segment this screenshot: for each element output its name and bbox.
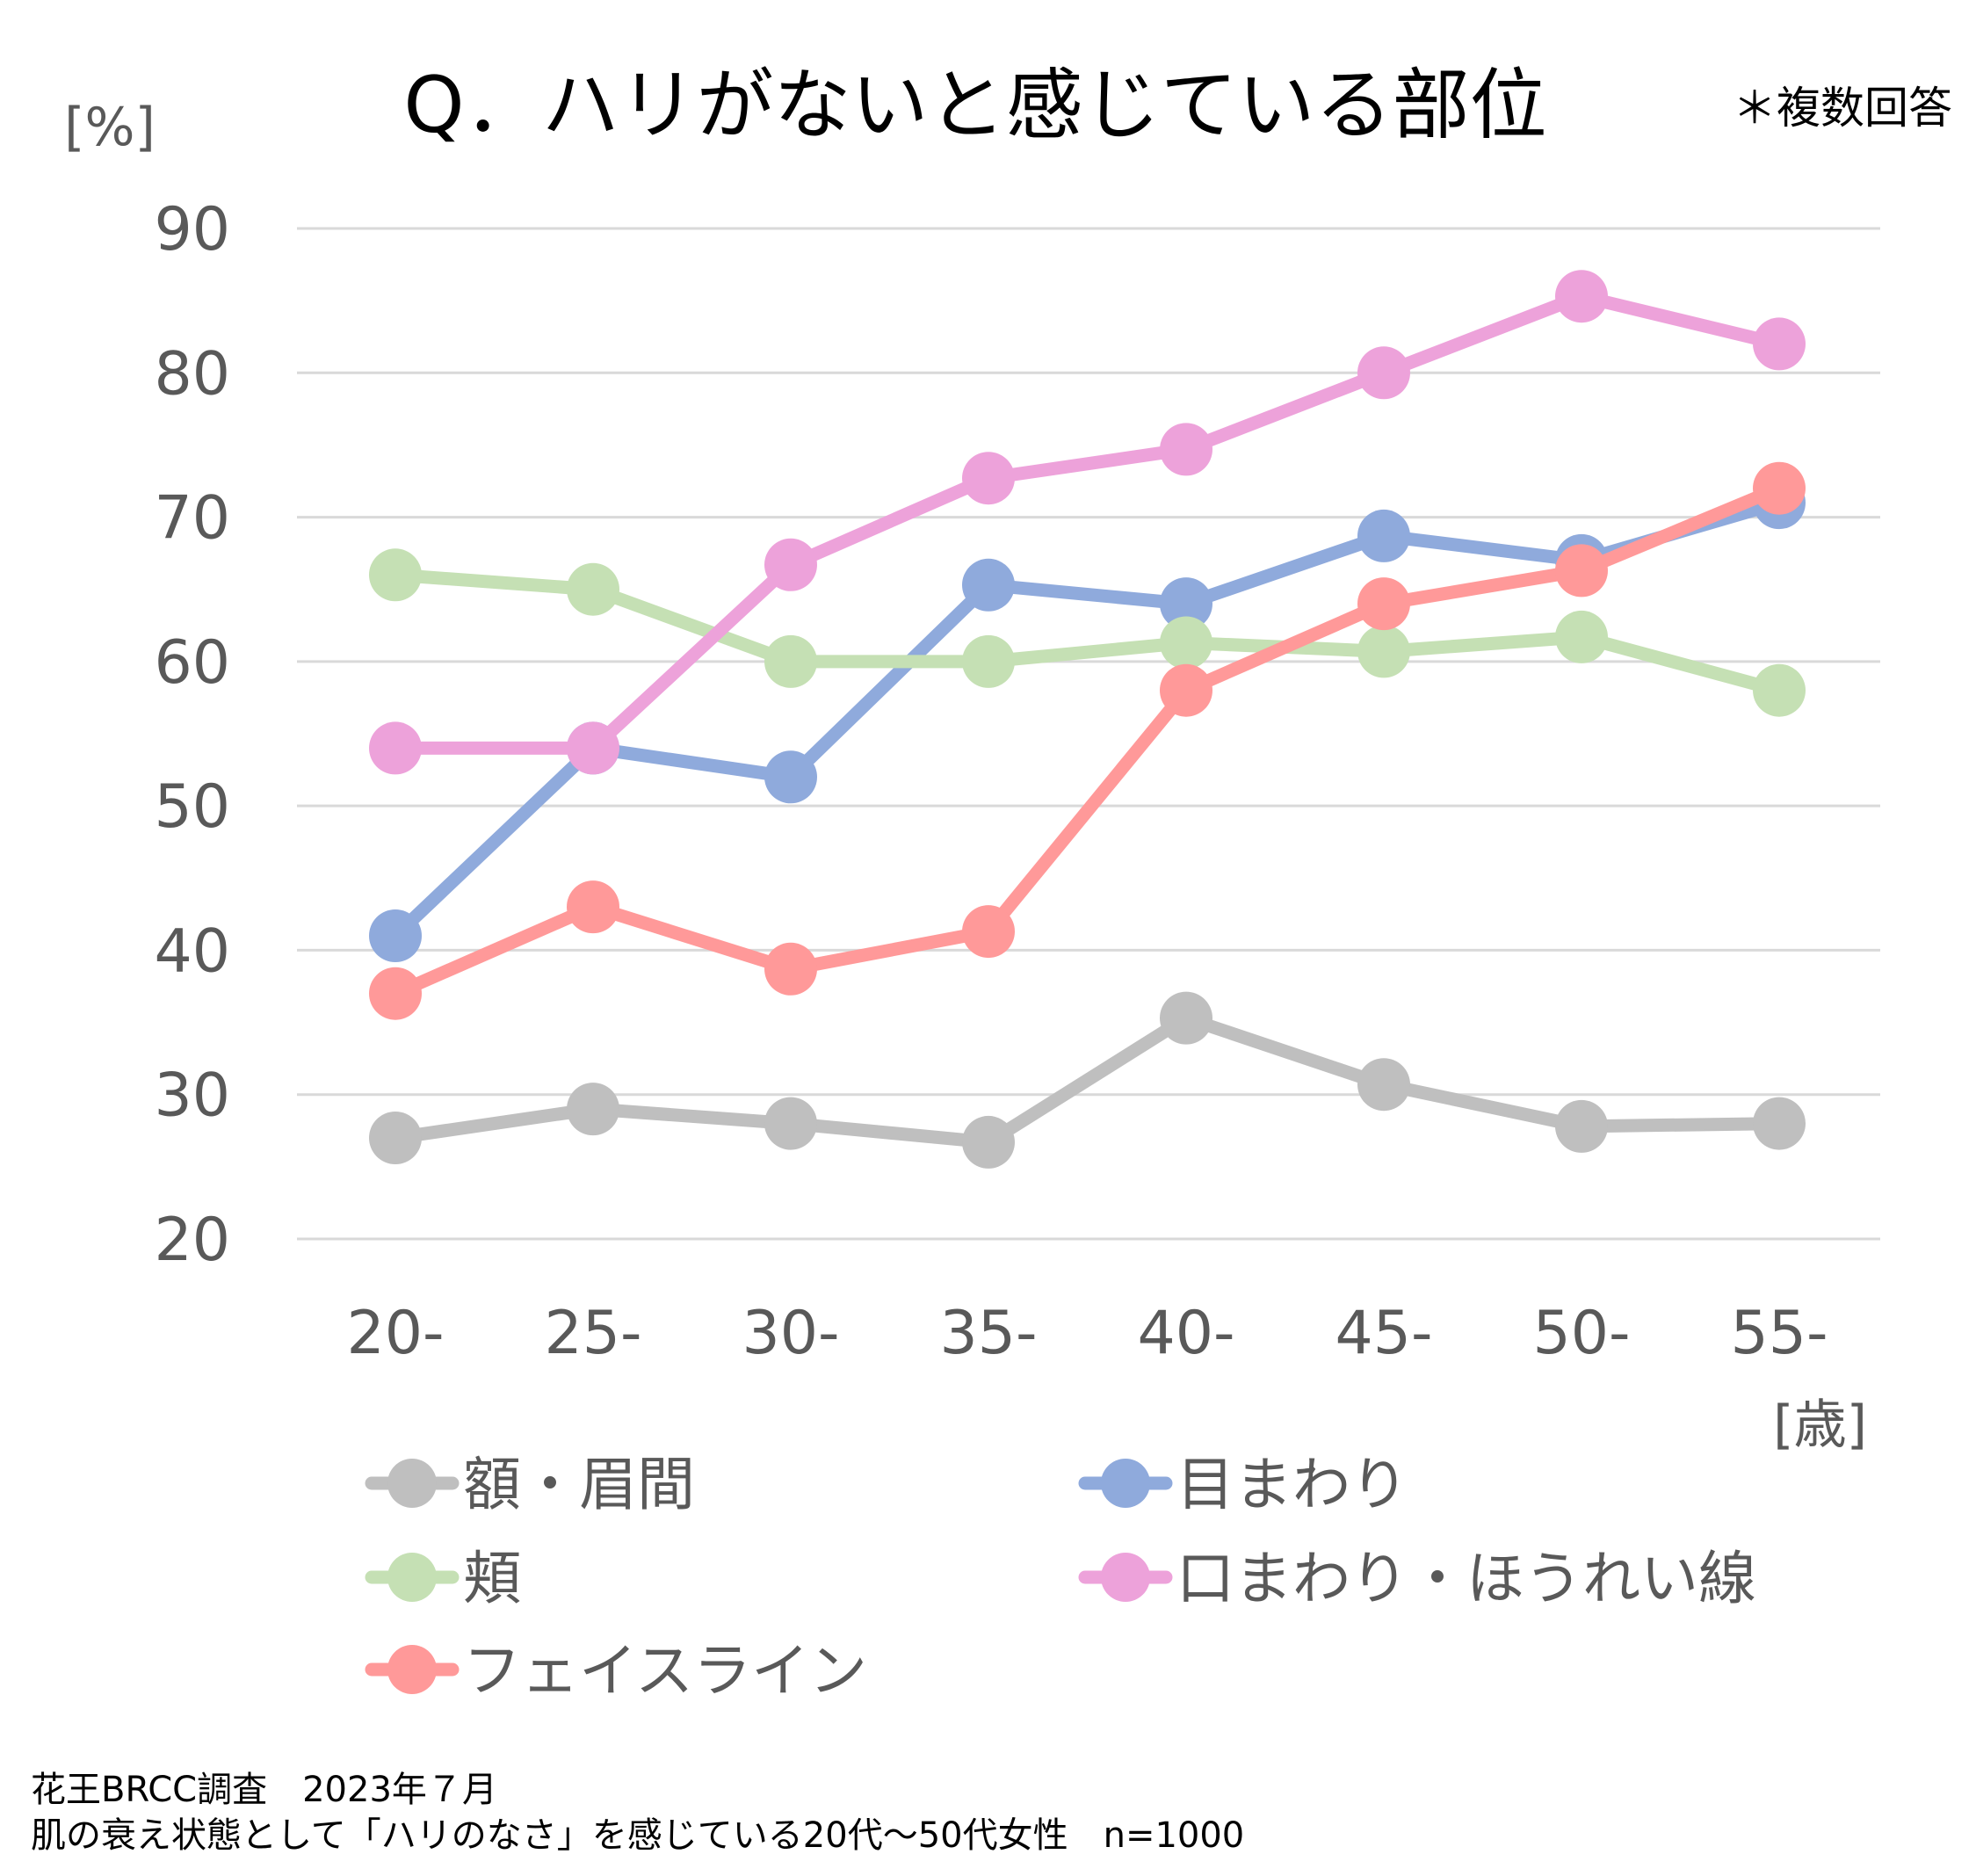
data-point bbox=[962, 634, 1015, 688]
x-axis-ticks: 20- 25- 30- 35- 40- 45- 50- 55- bbox=[346, 1299, 1828, 1368]
data-point bbox=[1160, 663, 1212, 717]
data-point bbox=[764, 538, 817, 591]
data-point bbox=[764, 750, 817, 804]
chart-title: Q．ハリがないと感じている部位 bbox=[403, 60, 1546, 150]
data-point bbox=[1357, 625, 1410, 678]
data-point bbox=[962, 452, 1015, 505]
series-line bbox=[388, 289, 1786, 755]
data-point bbox=[1357, 577, 1410, 631]
source-line-2: 肌の衰え状態として「ハリのなさ」を感じている20代～50代女性 n=1000 bbox=[31, 1815, 1244, 1856]
y-tick-label: 70 bbox=[154, 484, 230, 554]
x-tick-label: 45- bbox=[1335, 1299, 1432, 1368]
data-point bbox=[1357, 346, 1410, 400]
y-tick-label: 50 bbox=[154, 772, 230, 842]
legend-label: 目まわり bbox=[1176, 1451, 1408, 1518]
data-point bbox=[962, 1115, 1015, 1169]
legend-swatch-marker bbox=[387, 1645, 437, 1694]
data-point bbox=[567, 880, 619, 934]
legend-label: 口まわり・ほうれい線 bbox=[1176, 1545, 1756, 1612]
x-axis-unit: [歳] bbox=[1773, 1394, 1867, 1456]
y-tick-label: 30 bbox=[154, 1061, 230, 1131]
x-tick-label: 55- bbox=[1730, 1299, 1828, 1368]
series-line bbox=[388, 568, 1786, 698]
series-0 bbox=[369, 991, 1806, 1169]
gridlines bbox=[297, 227, 1880, 1241]
legend-swatch-marker bbox=[387, 1553, 437, 1602]
series-3 bbox=[369, 270, 1806, 775]
source-line-1: 花王BRCC調査 2023年７月 bbox=[31, 1770, 497, 1810]
legend-entry: 額・眉間 bbox=[365, 1451, 695, 1518]
data-point bbox=[1555, 610, 1608, 663]
x-tick-label: 20- bbox=[346, 1299, 444, 1368]
data-point bbox=[567, 562, 619, 616]
data-point bbox=[764, 1097, 817, 1150]
data-point bbox=[369, 721, 422, 775]
data-point bbox=[962, 905, 1015, 959]
series-line bbox=[388, 496, 1786, 943]
legend-swatch-marker bbox=[1101, 1459, 1150, 1508]
y-axis-ticks: 20 30 40 50 60 70 80 90 bbox=[154, 195, 230, 1275]
data-point bbox=[962, 558, 1015, 612]
data-point bbox=[369, 967, 422, 1020]
y-tick-label: 60 bbox=[154, 628, 230, 698]
multiple-answer-note: ＊複数回答 bbox=[1733, 83, 1952, 134]
legend-swatch-marker bbox=[1101, 1553, 1150, 1602]
data-point bbox=[369, 909, 422, 962]
y-tick-label: 40 bbox=[154, 916, 230, 986]
series-lines bbox=[369, 270, 1806, 1169]
series-4 bbox=[369, 461, 1806, 1020]
series-line bbox=[388, 1011, 1786, 1149]
x-tick-label: 40- bbox=[1137, 1299, 1234, 1368]
data-point bbox=[1555, 544, 1608, 598]
data-point bbox=[1357, 1058, 1410, 1112]
data-point bbox=[1160, 991, 1212, 1045]
data-point bbox=[1753, 317, 1806, 371]
legend-entry: フェイスライン bbox=[365, 1637, 867, 1705]
legend-label: フェイスライン bbox=[463, 1637, 867, 1705]
data-point bbox=[1357, 509, 1410, 562]
data-point bbox=[764, 634, 817, 688]
y-axis-unit: [%] bbox=[64, 97, 156, 158]
data-point bbox=[1753, 461, 1806, 515]
data-point bbox=[1555, 1099, 1608, 1153]
data-point bbox=[369, 1112, 422, 1164]
data-point bbox=[1160, 616, 1212, 670]
y-tick-label: 20 bbox=[154, 1206, 230, 1275]
legend-swatch-marker bbox=[387, 1459, 437, 1508]
legend-entry: 目まわり bbox=[1078, 1451, 1408, 1518]
x-tick-label: 25- bbox=[544, 1299, 641, 1368]
series-line bbox=[388, 482, 1786, 1001]
y-tick-label: 90 bbox=[154, 195, 230, 264]
data-point bbox=[1160, 577, 1212, 631]
x-tick-label: 30- bbox=[742, 1299, 839, 1368]
legend-label: 頬 bbox=[463, 1545, 521, 1612]
data-point bbox=[567, 721, 619, 775]
legend-entry: 頬 bbox=[365, 1545, 521, 1612]
series-2 bbox=[369, 548, 1806, 717]
data-point bbox=[1753, 663, 1806, 717]
y-tick-label: 80 bbox=[154, 339, 230, 409]
data-point bbox=[1753, 1097, 1806, 1150]
data-point bbox=[369, 548, 422, 602]
data-point bbox=[1160, 423, 1212, 476]
data-point bbox=[1555, 270, 1608, 323]
legend-entry: 口まわり・ほうれい線 bbox=[1078, 1545, 1756, 1612]
legend-label: 額・眉間 bbox=[463, 1451, 695, 1518]
data-point bbox=[567, 1083, 619, 1136]
x-tick-label: 50- bbox=[1532, 1299, 1630, 1368]
data-point bbox=[764, 942, 817, 996]
x-tick-label: 35- bbox=[939, 1299, 1037, 1368]
